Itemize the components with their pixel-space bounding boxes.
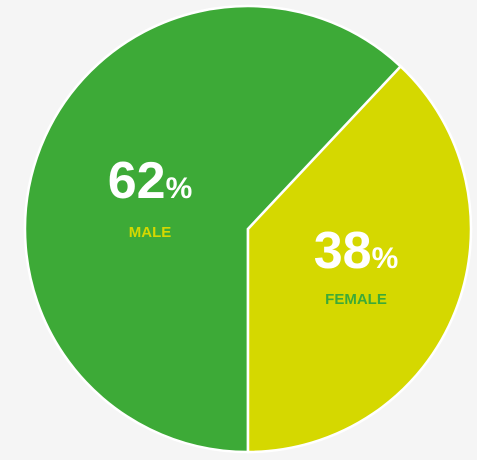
- pie-slice: [246, 64, 473, 454]
- category-label: MALE: [129, 224, 172, 241]
- category-label: FEMALE: [325, 291, 387, 308]
- pie-slice: [23, 4, 403, 454]
- value-label: 38%: [314, 222, 399, 280]
- value-label: 62%: [108, 152, 193, 210]
